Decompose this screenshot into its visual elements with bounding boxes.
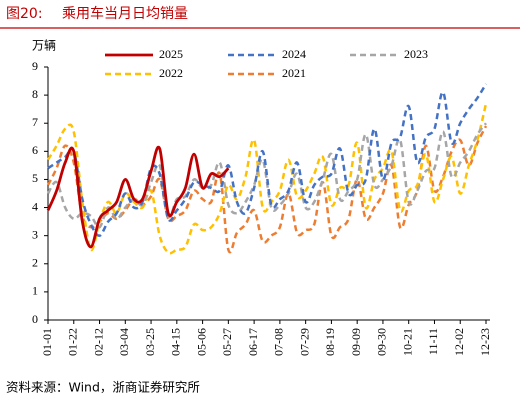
series-line — [47, 83, 488, 237]
series-line — [46, 145, 230, 249]
x-tick-label: 07-08 — [272, 328, 286, 356]
x-tick-label: 11-11 — [426, 328, 440, 355]
y-tick-label: 4 — [32, 199, 38, 213]
series-line — [46, 122, 487, 229]
y-tick-label: 7 — [32, 115, 38, 129]
x-tick-label: 12-02 — [452, 328, 466, 356]
x-tick-label: 01-01 — [40, 328, 54, 356]
x-tick-label: 02-12 — [91, 328, 105, 356]
y-tick-label: 2 — [32, 256, 38, 270]
x-tick-label: 07-29 — [297, 328, 311, 356]
y-tick-label: 5 — [32, 171, 38, 185]
y-tick-label: 3 — [32, 227, 38, 241]
y-tick-label: 0 — [32, 312, 38, 326]
x-tick-label: 03-25 — [143, 328, 157, 356]
x-tick-label: 09-09 — [349, 328, 363, 356]
y-tick-label: 8 — [32, 87, 38, 101]
legend-label: 2024 — [282, 47, 306, 61]
figure-label: 图20: — [6, 6, 43, 22]
x-tick-label: 06-17 — [246, 328, 260, 356]
x-tick-label: 04-15 — [169, 328, 183, 356]
x-tick-label: 10-21 — [400, 328, 414, 356]
chart-title: 乘用车当月日均销量 — [62, 5, 188, 22]
legend-label: 2023 — [404, 47, 428, 61]
series-line — [46, 125, 488, 254]
x-tick-label: 01-22 — [66, 328, 80, 356]
y-axis-label: 万辆 — [32, 39, 56, 53]
source-note: 资料来源：Wind，浙商证券研究所 — [6, 380, 200, 395]
x-tick-label: 03-04 — [117, 328, 131, 356]
y-tick-label: 9 — [32, 59, 38, 73]
y-tick-label: 6 — [32, 143, 38, 157]
x-tick-label: 09-30 — [375, 328, 389, 356]
legend-label: 2022 — [159, 66, 183, 80]
x-tick-label: 12-23 — [478, 328, 492, 356]
legend-label: 2021 — [282, 66, 306, 80]
x-tick-label: 05-06 — [194, 328, 208, 356]
legend-label: 2025 — [159, 47, 183, 61]
x-tick-label: 05-27 — [220, 328, 234, 356]
x-tick-label: 08-19 — [323, 328, 337, 356]
y-tick-label: 1 — [32, 284, 38, 298]
